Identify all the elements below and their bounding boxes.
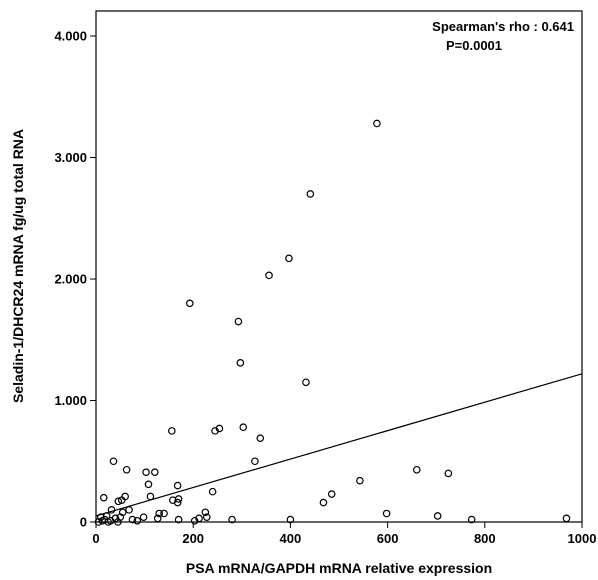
y-tick-label: 2.000: [54, 272, 87, 287]
y-axis: 0 1.000 2.000 3.000 4.000: [54, 29, 96, 530]
data-points: [94, 119, 571, 526]
data-point: [185, 299, 194, 308]
data-point: [265, 271, 273, 280]
data-point: [174, 515, 183, 524]
data-point: [201, 508, 210, 517]
x-tick-label: 600: [377, 531, 399, 546]
data-point: [228, 515, 236, 524]
data-point: [109, 457, 118, 466]
y-tick-label: 3.000: [54, 150, 87, 165]
data-point: [251, 457, 259, 466]
data-point: [174, 495, 183, 503]
y-tick-label: 1.000: [54, 393, 87, 408]
plot-frame: [95, 10, 583, 523]
correlation-annotation: Spearman's rho : 0.641: [432, 19, 574, 34]
data-point: [146, 492, 155, 501]
data-point: [128, 515, 137, 524]
data-point: [239, 423, 248, 432]
data-point: [203, 513, 211, 521]
data-point: [98, 516, 107, 525]
p-value-annotation: P=0.0001: [446, 38, 502, 53]
data-point: [155, 509, 163, 518]
data-point: [144, 480, 153, 489]
data-point: [302, 378, 310, 387]
data-point: [211, 427, 219, 435]
data-point: [173, 481, 182, 490]
data-point: [116, 513, 125, 521]
data-point: [327, 490, 336, 498]
data-point: [562, 514, 571, 523]
data-point: [356, 476, 364, 485]
regression-line: [95, 373, 583, 517]
data-point: [133, 516, 142, 525]
data-point: [142, 468, 150, 476]
x-tick-label: 200: [182, 531, 204, 546]
data-point: [168, 427, 176, 435]
data-point: [114, 497, 123, 506]
x-tick-label: 400: [280, 531, 302, 546]
data-point: [122, 465, 131, 474]
data-point: [286, 515, 295, 524]
data-point: [256, 434, 265, 442]
data-point: [444, 469, 453, 478]
data-point: [160, 509, 168, 518]
data-point: [382, 509, 391, 518]
data-point: [285, 254, 293, 263]
y-axis-title: Seladin-1/DHCR24 mRNA fg/ug total RNA: [10, 129, 26, 403]
data-point: [319, 498, 328, 507]
data-point: [99, 493, 108, 502]
data-point: [139, 513, 148, 521]
x-axis-title: PSA mRNA/GAPDH mRNA relative expression: [186, 560, 492, 576]
data-point: [153, 514, 162, 523]
data-point: [173, 498, 182, 507]
data-point: [373, 119, 381, 128]
x-tick-label: 0: [92, 531, 99, 546]
data-point: [236, 359, 245, 367]
data-point: [151, 468, 159, 476]
data-point: [306, 190, 315, 198]
data-point: [125, 506, 133, 514]
data-point: [467, 515, 476, 524]
data-point: [102, 512, 111, 520]
data-point: [433, 512, 442, 520]
data-point: [117, 496, 126, 504]
x-tick-label: 800: [474, 531, 496, 546]
data-point: [208, 487, 217, 496]
data-point: [107, 506, 116, 514]
data-point: [412, 465, 421, 474]
data-point: [94, 518, 103, 526]
y-tick-label: 0: [80, 515, 87, 530]
x-axis: 0 200 400 600 800 1000: [92, 522, 596, 546]
x-tick-label: 1000: [568, 531, 597, 546]
data-point: [234, 317, 243, 326]
data-point: [190, 516, 199, 525]
y-tick-label: 4.000: [54, 29, 87, 44]
